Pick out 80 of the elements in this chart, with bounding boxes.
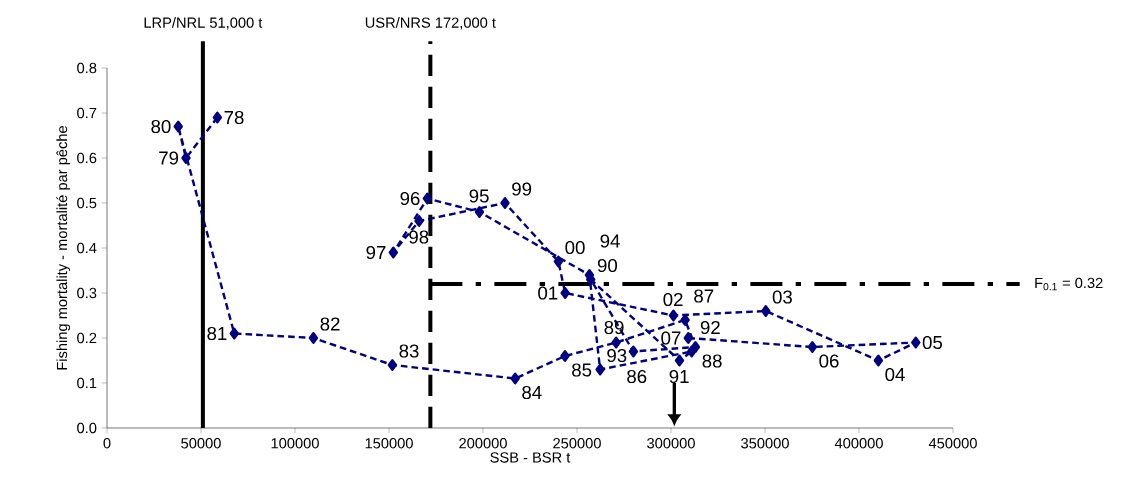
point <box>683 332 693 344</box>
annotation: 78 <box>224 110 244 125</box>
annotation: 06 <box>819 354 839 368</box>
point <box>414 215 424 227</box>
annotation: 00 <box>565 240 585 255</box>
x-tick-label: 400000 <box>834 438 883 449</box>
point <box>229 327 239 340</box>
annotation: 95 <box>469 189 489 203</box>
annotation: 79 <box>159 151 179 165</box>
y-tick-label: 0.5 <box>77 197 97 209</box>
point <box>668 309 679 322</box>
x-tick-label: 250000 <box>553 438 601 449</box>
ref-line-label: USR/NRS 172,000 t <box>365 17 496 30</box>
point <box>388 246 399 259</box>
annotation: 05 <box>922 335 943 350</box>
y-axis-title: Fishing mortality - mortalité par pêche <box>56 126 71 370</box>
point <box>308 332 319 344</box>
point <box>422 192 433 205</box>
y-tick-label: 0.6 <box>77 152 97 164</box>
y-tick-label: 0.1 <box>77 377 97 389</box>
point <box>911 336 921 349</box>
point <box>611 336 621 349</box>
point <box>173 120 183 133</box>
x-tick-label: 0 <box>103 438 111 449</box>
point <box>510 372 520 385</box>
annotation: 84 <box>522 385 542 400</box>
annotation: 82 <box>320 317 340 331</box>
annotation: 93 <box>607 348 627 363</box>
annotation: 86 <box>627 369 647 384</box>
x-axis-title: SSB - BSR t <box>490 452 571 463</box>
annotation: 91 <box>669 369 689 384</box>
annotation: 80 <box>151 119 171 134</box>
ref-line-label: F$_{0.1}$ = 0.32 <box>1035 277 1103 291</box>
point <box>387 359 398 371</box>
x-tick-label: 450000 <box>928 438 977 449</box>
point <box>560 287 570 299</box>
annotation: 83 <box>399 344 419 358</box>
annotation: 87 <box>694 289 714 303</box>
point <box>474 206 485 218</box>
x-tick-label: 150000 <box>365 438 413 449</box>
annotation: 02 <box>663 292 683 307</box>
annotation: 04 <box>885 367 905 382</box>
point <box>761 305 771 317</box>
point <box>686 345 697 358</box>
point <box>500 197 510 209</box>
y-tick-label: 0.0 <box>77 422 97 434</box>
annotation: 90 <box>597 258 618 273</box>
x-tick-label: 300000 <box>647 438 695 449</box>
annotation: 92 <box>700 320 720 335</box>
annotation: 03 <box>772 290 792 304</box>
x-tick-label: 350000 <box>741 438 789 449</box>
point <box>595 363 605 376</box>
annotation: 97 <box>366 245 386 260</box>
point <box>212 111 223 124</box>
annotation: 81 <box>207 326 227 341</box>
annotation: 96 <box>400 191 420 206</box>
point <box>674 354 685 367</box>
point <box>560 350 570 362</box>
point <box>553 255 564 268</box>
y-tick-label: 0.3 <box>77 287 97 299</box>
point <box>181 152 191 164</box>
x-tick-label: 50000 <box>181 438 221 449</box>
annotation: 85 <box>572 363 592 377</box>
point <box>873 354 884 367</box>
annotation: 99 <box>512 182 532 196</box>
annotation: 88 <box>702 354 722 368</box>
x-tick-label: 100000 <box>271 438 319 449</box>
annotation: 07 <box>661 331 681 345</box>
ref-line-label: LRP/NRL 51,000 t <box>144 17 263 30</box>
y-tick-label: 0.4 <box>77 242 97 254</box>
x-tick-label: 200000 <box>459 438 507 449</box>
y-tick-label: 0.7 <box>77 107 97 119</box>
y-tick-label: 0.8 <box>77 62 97 74</box>
annotation: 01 <box>538 286 558 300</box>
annotation: 98 <box>409 230 429 244</box>
annotation: 89 <box>604 320 624 335</box>
annotation: 94 <box>600 234 620 248</box>
point <box>628 345 639 358</box>
point <box>807 341 818 353</box>
y-tick-label: 0.2 <box>77 332 97 344</box>
